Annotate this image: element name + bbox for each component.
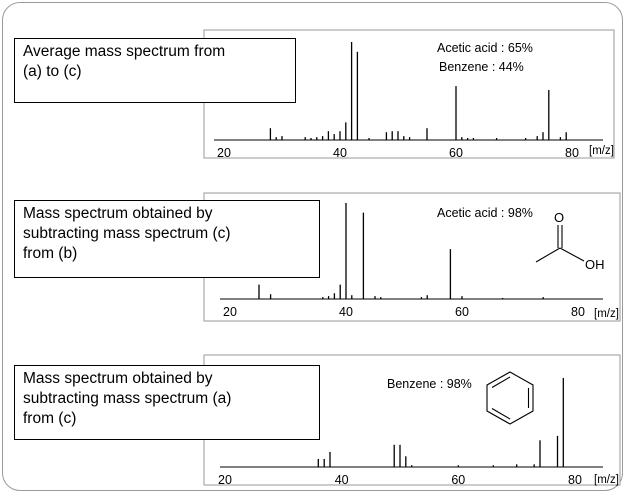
tick-label-60: 60 [449, 146, 463, 160]
tick-label-80: 80 [565, 146, 579, 160]
panel-2-unit-label: [m/z] [594, 474, 619, 486]
panel-0-tick-labels: 20 40 60 80 [217, 146, 579, 160]
panel-0-unit-label: [m/z] [589, 145, 614, 157]
tick-label-20: 20 [218, 473, 232, 487]
panel-2-label-line-2: subtracting mass spectrum (a) [23, 390, 232, 407]
panel-2-label-box: Mass spectrum obtained by subtracting ma… [14, 365, 320, 440]
panel-0-peaks [269, 42, 567, 140]
panel-1-label-box: Mass spectrum obtained by subtracting ma… [14, 200, 320, 278]
panel-1-tick-labels: 20 40 60 80 [223, 305, 585, 319]
benzene-structure [486, 371, 534, 425]
panel-2-label-line-3: from (c) [23, 410, 77, 427]
tick-label-60: 60 [451, 473, 465, 487]
panel-1-annotation-acetic-acid: Acetic acid : 98% [437, 206, 533, 220]
panel-0-annotation-benzene: Benzene : 44% [439, 60, 524, 74]
panel-1-peaks [258, 203, 544, 299]
tick-label-40: 40 [333, 146, 347, 160]
panel-0-label-line-2: (a) to (c) [23, 63, 82, 80]
tick-label-60: 60 [455, 305, 469, 319]
acetic-acid-oh-label: OH [585, 257, 605, 272]
panel-1-label-line-3: from (b) [23, 245, 78, 262]
tick-label-20: 20 [223, 305, 237, 319]
tick-label-80: 80 [571, 305, 585, 319]
panel-2-tick-labels: 20 40 60 80 [218, 473, 582, 487]
tick-label-20: 20 [217, 146, 231, 160]
acetic-acid-o-label: O [554, 210, 564, 225]
tick-label-80: 80 [568, 473, 582, 487]
panel-0-label-line-1: Average mass spectrum from [23, 43, 226, 60]
panel-1-unit-label: [m/z] [594, 308, 619, 320]
panel-1-label-line-2: subtracting mass spectrum (c) [23, 225, 231, 242]
panel-2-peaks [317, 378, 564, 467]
acetic-acid-structure [535, 225, 585, 263]
panel-2-label-line-1: Mass spectrum obtained by [23, 370, 213, 387]
panel-1-label-line-1: Mass spectrum obtained by [23, 205, 213, 222]
panel-0-label-box: Average mass spectrum from (a) to (c) [14, 38, 296, 103]
panel-2-annotation-benzene: Benzene : 98% [387, 377, 472, 391]
panel-0-annotation-acetic-acid: Acetic acid : 65% [437, 41, 533, 55]
tick-label-40: 40 [339, 305, 353, 319]
tick-label-40: 40 [335, 473, 349, 487]
